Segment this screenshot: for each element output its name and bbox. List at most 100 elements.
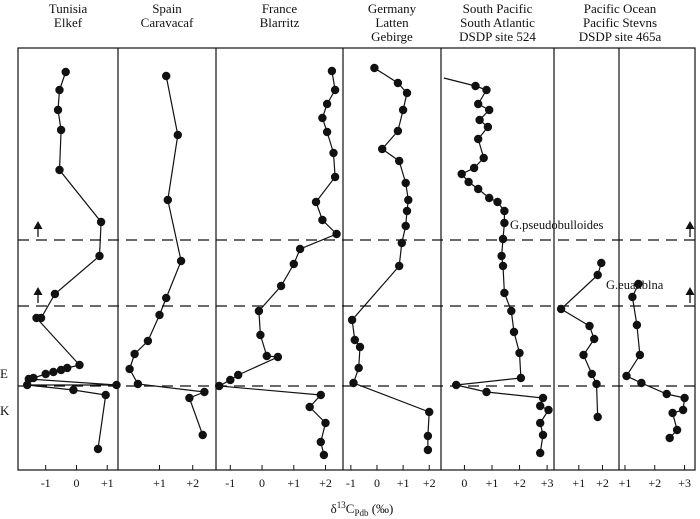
- data-point-3-9: [402, 206, 412, 216]
- data-point-6-6: [662, 389, 671, 399]
- data-point-6-5: [637, 378, 646, 388]
- data-point-1-6: [143, 336, 153, 346]
- side-label-e: E: [0, 366, 8, 381]
- panel-title-3-line-2: Gebirge: [371, 29, 413, 44]
- data-point-4-27: [538, 393, 548, 403]
- data-point-2-6: [330, 172, 340, 182]
- data-point-3-19: [423, 431, 433, 441]
- side-label-k: K: [0, 403, 10, 418]
- data-point-2-16: [273, 352, 283, 362]
- data-point-4-29: [544, 405, 553, 415]
- data-point-4-32: [536, 448, 545, 458]
- panel-title-3-line-1: Latten: [375, 15, 409, 30]
- panel-title-4-line-1: South Atlantic: [460, 15, 535, 30]
- data-point-2-13: [254, 306, 264, 316]
- data-point-6-7: [680, 393, 689, 403]
- data-point-2-0: [327, 66, 337, 76]
- tick-label-3-0: -1: [346, 476, 356, 490]
- data-point-2-20: [316, 390, 325, 400]
- data-point-6-9: [668, 408, 677, 418]
- data-point-4-30: [536, 418, 545, 428]
- data-point-3-2: [402, 88, 412, 98]
- data-point-3-0: [370, 63, 379, 73]
- data-point-0-10: [75, 360, 84, 370]
- data-point-4-2: [482, 85, 491, 95]
- panel-title-1-line-1: Caravacaf: [141, 15, 194, 30]
- x-axis-label: δ13CPdb (‰): [331, 500, 394, 518]
- data-point-0-14: [41, 369, 50, 379]
- tick-label-5-0: +1: [572, 476, 585, 490]
- data-point-6-2: [632, 320, 642, 330]
- data-point-2-23: [316, 437, 325, 447]
- data-point-2-18: [226, 375, 235, 385]
- data-point-3-16: [354, 363, 363, 373]
- data-point-2-8: [318, 215, 327, 225]
- boundary-arrow-head-0-0: [33, 221, 43, 229]
- data-point-2-5: [329, 148, 338, 158]
- data-point-2-12: [276, 281, 286, 291]
- panel-title-2-line-1: Blarritz: [260, 15, 300, 30]
- data-point-1-3: [176, 256, 186, 266]
- data-point-1-4: [162, 293, 171, 303]
- tick-label-1-1: +2: [186, 476, 199, 490]
- data-point-5-7: [592, 379, 601, 389]
- data-point-4-1: [471, 81, 480, 91]
- data-point-0-13: [49, 367, 58, 377]
- data-point-4-14: [493, 197, 502, 207]
- data-point-4-19: [498, 261, 508, 271]
- data-point-3-7: [401, 178, 410, 188]
- tick-label-2-2: +1: [287, 476, 300, 490]
- data-point-0-2: [53, 105, 63, 115]
- data-point-2-9: [332, 229, 341, 239]
- panel-title-6-line-0: Pacific Stevns: [583, 15, 657, 30]
- data-point-4-6: [483, 122, 493, 132]
- data-point-1-0: [162, 71, 171, 81]
- data-point-3-6: [395, 156, 404, 166]
- data-point-2-11: [289, 259, 298, 269]
- data-point-0-21: [93, 444, 103, 454]
- data-point-0-17: [112, 380, 121, 390]
- annotation-g-pseudobulloides: G.pseudobulloides: [510, 218, 604, 232]
- data-point-3-13: [347, 315, 357, 325]
- data-point-2-19: [215, 381, 224, 391]
- data-point-1-11: [185, 393, 194, 403]
- data-point-3-1: [393, 78, 403, 88]
- data-point-4-28: [536, 401, 545, 411]
- tick-label-4-2: +2: [513, 476, 526, 490]
- panel-title-5-line-0: Pacific Ocean: [584, 1, 657, 16]
- data-point-2-24: [319, 450, 329, 460]
- data-point-4-23: [515, 348, 524, 358]
- panel-title-0-line-0: Tunisia: [49, 1, 88, 16]
- tick-label-3-1: 0: [374, 476, 380, 490]
- data-point-3-17: [349, 378, 358, 388]
- data-point-5-6: [587, 369, 596, 379]
- data-point-1-10: [200, 387, 209, 397]
- boundary-arrow-head-1-0: [33, 287, 43, 295]
- data-point-4-9: [469, 163, 479, 173]
- data-point-4-25: [452, 380, 461, 390]
- data-point-3-11: [397, 238, 406, 248]
- data-point-0-5: [96, 217, 106, 227]
- data-point-3-10: [401, 221, 410, 231]
- data-point-6-0: [634, 279, 643, 289]
- data-point-1-2: [163, 195, 172, 205]
- data-point-4-13: [485, 193, 494, 203]
- data-point-2-2: [322, 99, 332, 109]
- boundary-arrow-head-1-1: [685, 287, 695, 295]
- data-point-5-0: [597, 258, 606, 268]
- panel-title-3-line-0: Germany: [368, 1, 417, 16]
- data-point-2-17: [234, 370, 243, 380]
- panel-title-1-line-0: Spain: [152, 1, 182, 16]
- plot-frame: [17, 47, 696, 471]
- tick-label-0-2: +1: [101, 476, 114, 490]
- data-point-2-7: [311, 197, 321, 207]
- data-point-1-1: [173, 130, 182, 140]
- data-point-0-7: [50, 289, 60, 299]
- data-point-4-5: [475, 115, 484, 125]
- tick-label-6-0: +1: [619, 476, 632, 490]
- tick-label-5-1: +2: [596, 476, 609, 490]
- data-point-3-12: [395, 261, 404, 271]
- data-point-2-15: [262, 351, 271, 361]
- data-point-2-4: [322, 127, 332, 137]
